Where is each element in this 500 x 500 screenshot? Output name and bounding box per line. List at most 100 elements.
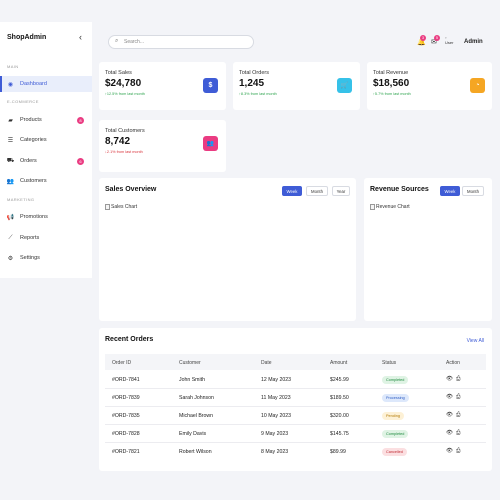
- view-icon[interactable]: 👁: [446, 412, 453, 418]
- range-month-button[interactable]: Month: [306, 186, 328, 196]
- print-icon[interactable]: ⎙: [456, 376, 461, 382]
- order-date: 11 May 2023: [261, 395, 291, 401]
- order-amount: $320.00: [330, 413, 349, 419]
- stat-card-total-customers: Total Customers 8,742 ↓2.1% from last mo…: [99, 120, 226, 172]
- view-icon[interactable]: 👁: [446, 448, 453, 454]
- order-id: #ORD-7821: [112, 449, 140, 455]
- envelope-icon[interactable]: ✉: [431, 39, 437, 46]
- order-date: 12 May 2023: [261, 377, 291, 383]
- sidebar-item-categories[interactable]: ☰ Categories: [0, 132, 92, 148]
- sidebar-item-promotions[interactable]: 📢 Promotions: [0, 209, 92, 225]
- search-bar[interactable]: ⌕: [108, 35, 254, 49]
- gear-icon: ⚙: [7, 255, 14, 262]
- range-week-button[interactable]: Week: [282, 186, 302, 196]
- stat-change: ↓2.1% from last month: [105, 150, 143, 154]
- sidebar-item-orders[interactable]: ⛟ Orders 6: [0, 153, 92, 169]
- sidebar-item-label: Dashboard: [20, 81, 47, 87]
- stat-value: 1,245: [239, 78, 265, 89]
- view-icon[interactable]: 👁: [446, 376, 453, 382]
- products-badge: 8: [77, 116, 84, 124]
- stat-label: Total Revenue: [373, 70, 409, 76]
- column-header: Action: [446, 360, 460, 366]
- panel-title: Revenue Sources: [370, 186, 429, 193]
- avatar-alt: User: [445, 40, 454, 45]
- sales-chart-image: Sales Chart: [105, 204, 137, 210]
- users-icon: 👥: [6, 178, 15, 185]
- print-icon[interactable]: ⎙: [456, 430, 461, 436]
- sidebar-item-label: Settings: [20, 255, 40, 261]
- stat-change: ↑12.5% from last month: [105, 92, 145, 96]
- sidebar-item-label: Promotions: [20, 214, 48, 220]
- range-month-button[interactable]: Month: [462, 186, 484, 196]
- sidebar-item-label: Products: [20, 117, 42, 123]
- print-icon[interactable]: ⎙: [456, 394, 461, 400]
- sidebar-item-label: Customers: [20, 178, 47, 184]
- customer-name: Michael Brown: [179, 413, 214, 419]
- username[interactable]: Admin: [464, 39, 483, 45]
- table-row: #ORD-7835 Michael Brown 10 May 2023 $320…: [105, 407, 486, 425]
- sidebar-item-dashboard[interactable]: ◉ Dashboard: [0, 76, 92, 92]
- stat-value: $18,560: [373, 78, 410, 89]
- bell-icon[interactable]: 🔔: [417, 39, 426, 46]
- table-row: #ORD-7828 Emily Davis 9 May 2023 $145.75…: [105, 425, 486, 443]
- column-header: Customer: [179, 360, 201, 366]
- sidebar-item-products[interactable]: ▰ Products 8: [0, 112, 92, 128]
- order-amount: $245.99: [330, 377, 349, 383]
- list-icon: ☰: [7, 137, 14, 144]
- stat-card-total-sales: Total Sales $24,780 ↑12.5% from last mon…: [99, 62, 226, 110]
- range-week-button[interactable]: Week: [440, 186, 460, 196]
- bag-icon: ▰: [8, 117, 13, 124]
- recent-orders-panel: Recent Orders View All Order ID Customer…: [99, 328, 492, 471]
- print-icon[interactable]: ⎙: [456, 412, 461, 418]
- view-all-link[interactable]: View All: [466, 338, 484, 344]
- stat-label: Total Customers: [105, 128, 145, 134]
- order-date: 10 May 2023: [261, 413, 291, 419]
- status-badge: Completed: [382, 429, 409, 438]
- sidebar-item-reports[interactable]: ⟋ Reports: [0, 230, 92, 246]
- stat-value: $24,780: [105, 78, 142, 89]
- search-input[interactable]: [124, 38, 244, 46]
- order-date: 8 May 2023: [261, 449, 289, 455]
- order-id: #ORD-7828: [112, 431, 140, 437]
- revenue-chart-image: Revenue Chart: [370, 204, 410, 210]
- order-date: 9 May 2023: [261, 431, 289, 437]
- view-icon[interactable]: 👁: [446, 394, 453, 400]
- search-icon: ⌕: [115, 38, 119, 44]
- chart-alt-text: Sales Chart: [111, 204, 138, 210]
- column-header: Order ID: [112, 360, 132, 366]
- section-marketing: MARKETING: [7, 197, 35, 202]
- status-badge: Processing: [382, 393, 409, 402]
- chart-line-icon: ⟋: [8, 234, 13, 241]
- dollar-icon: $: [203, 78, 218, 93]
- panel-title: Recent Orders: [105, 336, 154, 343]
- view-icon[interactable]: 👁: [446, 430, 453, 436]
- stat-label: Total Orders: [239, 70, 269, 76]
- users-icon: 👥: [203, 136, 218, 151]
- truck-icon: ⛟: [6, 158, 15, 164]
- chevron-left-icon[interactable]: ‹: [79, 32, 82, 42]
- message-badge: 5: [434, 35, 440, 41]
- sidebar-item-label: Reports: [20, 235, 40, 241]
- panel-title: Sales Overview: [105, 186, 157, 193]
- range-year-button[interactable]: Year: [332, 186, 350, 196]
- sidebar: ShopAdmin ‹ MAIN ◉ Dashboard E-COMMERCE …: [0, 22, 92, 278]
- status-badge: Pending: [382, 411, 404, 420]
- print-icon[interactable]: ⎙: [456, 448, 461, 454]
- chart-alt-text: Revenue Chart: [376, 204, 410, 210]
- brand-logo[interactable]: ShopAdmin: [7, 34, 47, 41]
- customer-name: Robert Wilson: [179, 449, 212, 455]
- customer-name: Emily Davis: [179, 431, 207, 437]
- status-badge: Completed: [382, 375, 409, 384]
- order-amount: $189.50: [330, 395, 349, 401]
- sidebar-item-settings[interactable]: ⚙ Settings: [0, 250, 92, 266]
- broken-image-icon: [370, 204, 375, 210]
- sales-overview-panel: Sales Overview Week Month Year Sales Cha…: [99, 178, 356, 321]
- sidebar-item-label: Categories: [20, 137, 47, 143]
- avatar[interactable]: ▫ User: [445, 35, 454, 45]
- broken-image-icon: [105, 204, 110, 210]
- sidebar-item-customers[interactable]: 👥 Customers: [0, 173, 92, 189]
- table-row: #ORD-7821 Robert Wilson 8 May 2023 $89.9…: [105, 443, 486, 461]
- stat-label: Total Sales: [105, 70, 132, 76]
- section-ecommerce: E-COMMERCE: [7, 99, 39, 104]
- status-badge: Cancelled: [382, 447, 407, 456]
